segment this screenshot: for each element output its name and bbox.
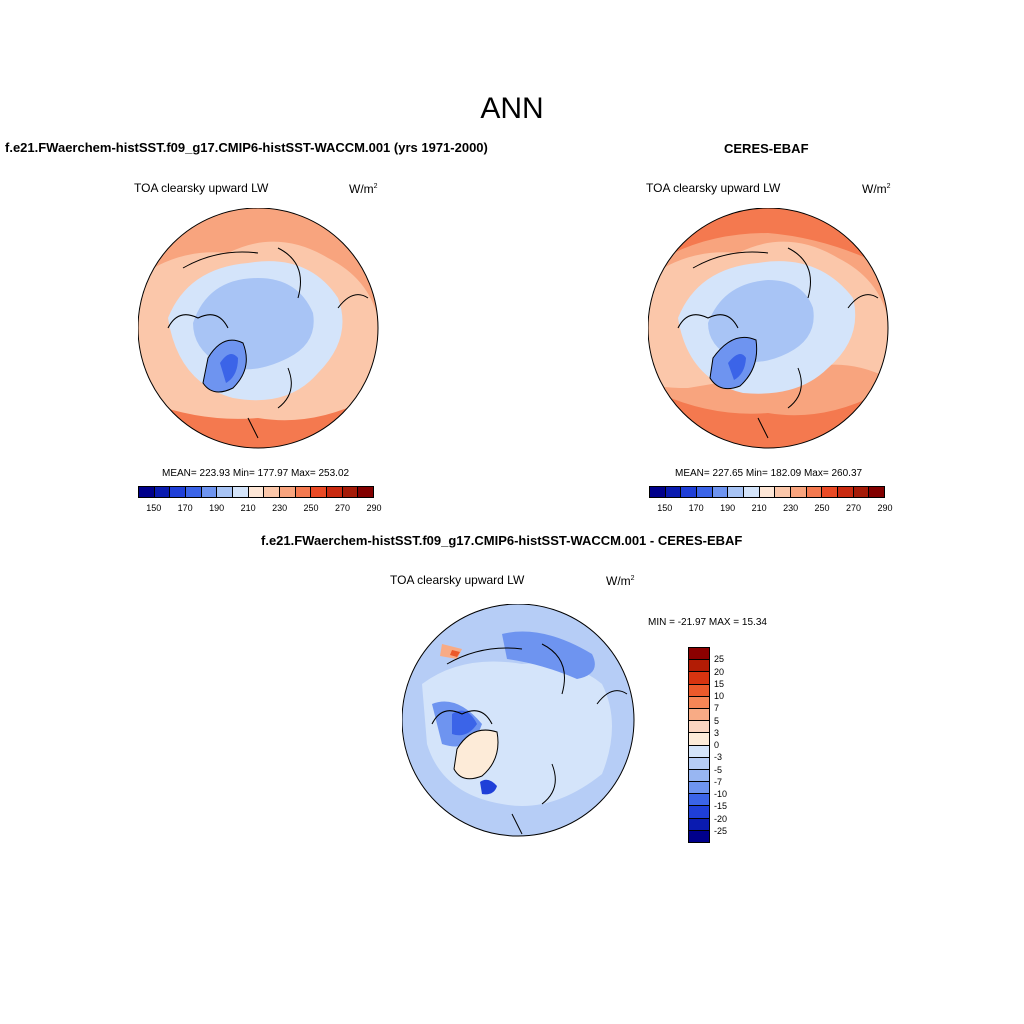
colorbar-tick-label: 270: [335, 503, 351, 513]
colorbar-tick-label: -10: [714, 789, 728, 799]
colorbar-tick-label: 25: [714, 654, 725, 665]
colorbar-swatch: [665, 487, 682, 497]
panel2-map: [648, 208, 889, 449]
colorbar-swatch: [822, 487, 839, 497]
panel1-map: [138, 208, 379, 449]
colorbar-tick-label: 10: [714, 691, 725, 701]
colorbar-tick-label: -25: [714, 825, 728, 836]
colorbar-tick-label: 5: [714, 715, 720, 726]
colorbar-tick-label: 290: [877, 503, 893, 513]
colorbar-swatch: [712, 487, 729, 497]
colorbar-swatch: [689, 708, 709, 722]
panel1-title: f.e21.FWaerchem-histSST.f09_g17.CMIP6-hi…: [5, 140, 488, 155]
colorbar-swatch: [233, 487, 249, 497]
colorbar-swatch: [689, 696, 709, 709]
colorbar-tick-label: 150: [146, 503, 162, 513]
panel1-variable: TOA clearsky upward LW: [134, 181, 269, 195]
panel2-units: W/m2: [862, 182, 891, 196]
colorbar-swatch: [806, 487, 823, 497]
colorbar-tick-label: 190: [720, 503, 736, 513]
colorbar-tick-label: -3: [714, 752, 723, 763]
colorbar-swatch: [744, 487, 760, 497]
colorbar-swatch: [853, 487, 870, 497]
colorbar-swatch: [728, 487, 745, 497]
colorbar-swatch: [775, 487, 792, 497]
panel2-title: CERES-EBAF: [724, 141, 809, 156]
colorbar-swatch: [650, 487, 666, 497]
panel2-colorbar: [649, 486, 885, 498]
colorbar-swatch: [689, 733, 709, 746]
colorbar-tick-label: -5: [714, 764, 723, 775]
colorbar-tick-label: 20: [714, 666, 725, 677]
panel3-variable: TOA clearsky upward LW: [390, 573, 525, 587]
colorbar-swatch: [689, 684, 709, 697]
colorbar-swatch: [759, 487, 776, 497]
colorbar-tick-label: 210: [240, 503, 256, 513]
panel3-title: f.e21.FWaerchem-histSST.f09_g17.CMIP6-hi…: [261, 533, 743, 548]
panel1-stats: MEAN= 223.93 Min= 177.97 Max= 253.02: [162, 468, 350, 479]
colorbar-tick-label: 170: [688, 503, 704, 513]
colorbar-swatch: [689, 745, 709, 758]
panel3-colorbar: [688, 647, 710, 843]
panel1-colorbar: [138, 486, 374, 498]
colorbar-tick-label: 0: [714, 740, 720, 750]
colorbar-swatch: [327, 487, 343, 497]
colorbar-swatch: [280, 487, 296, 497]
colorbar-swatch: [689, 830, 709, 842]
colorbar-swatch: [689, 660, 709, 673]
colorbar-swatch: [186, 487, 202, 497]
colorbar-tick-label: -15: [714, 801, 728, 812]
colorbar-swatch: [139, 487, 155, 497]
colorbar-tick-label: 7: [714, 703, 720, 714]
colorbar-tick-label: 230: [272, 503, 288, 513]
panel2-stats: MEAN= 227.65 Min= 182.09 Max= 260.37: [675, 468, 863, 479]
colorbar-tick-label: 290: [366, 503, 382, 513]
colorbar-swatch: [689, 782, 709, 795]
colorbar-tick-label: 170: [177, 503, 193, 513]
colorbar-swatch: [689, 794, 709, 807]
colorbar-tick-label: 3: [714, 727, 720, 738]
colorbar-swatch: [264, 487, 281, 497]
colorbar-swatch: [358, 487, 374, 497]
panel1-units: W/m2: [349, 182, 378, 196]
colorbar-tick-label: 190: [209, 503, 225, 513]
colorbar-tick-label: 210: [751, 503, 767, 513]
colorbar-swatch: [201, 487, 218, 497]
colorbar-swatch: [154, 487, 171, 497]
colorbar-swatch: [689, 769, 709, 783]
colorbar-tick-label: 150: [657, 503, 673, 513]
panel3-units: W/m2: [606, 574, 635, 588]
colorbar-swatch: [342, 487, 359, 497]
colorbar-swatch: [681, 487, 698, 497]
panel2-colorbar-ticks: 150 170 190 210 230 250 270 290: [649, 503, 892, 515]
colorbar-swatch: [170, 487, 187, 497]
colorbar-swatch: [689, 757, 709, 770]
panel2-variable: TOA clearsky upward LW: [646, 181, 781, 195]
colorbar-swatch: [689, 672, 709, 685]
colorbar-swatch: [689, 721, 709, 734]
colorbar-swatch: [697, 487, 713, 497]
colorbar-tick-label: 250: [303, 503, 319, 513]
colorbar-tick-label: 270: [846, 503, 862, 513]
panel3-colorbar-ticks: 25 20 15 10 7 5 3 0 -3 -5 -7 -10 -15 -20 -25: [714, 647, 754, 843]
colorbar-swatch: [791, 487, 807, 497]
colorbar-swatch: [838, 487, 854, 497]
colorbar-swatch: [689, 648, 709, 661]
colorbar-tick-label: 250: [814, 503, 830, 513]
colorbar-tick-label: 15: [714, 678, 725, 689]
colorbar-swatch: [869, 487, 885, 497]
colorbar-swatch: [689, 806, 709, 819]
panel1-colorbar-ticks: 150 170 190 210 230 250 270 290: [138, 503, 381, 515]
colorbar-tick-label: 230: [783, 503, 799, 513]
colorbar-swatch: [248, 487, 265, 497]
colorbar-tick-label: -7: [714, 776, 723, 787]
colorbar-swatch: [689, 818, 709, 831]
colorbar-swatch: [311, 487, 328, 497]
panel3-stats: MIN = -21.97 MAX = 15.34: [648, 617, 767, 628]
colorbar-swatch: [295, 487, 312, 497]
colorbar-tick-label: -20: [714, 813, 728, 824]
figure-title: ANN: [480, 92, 544, 125]
colorbar-swatch: [217, 487, 234, 497]
panel3-map: [402, 604, 635, 837]
